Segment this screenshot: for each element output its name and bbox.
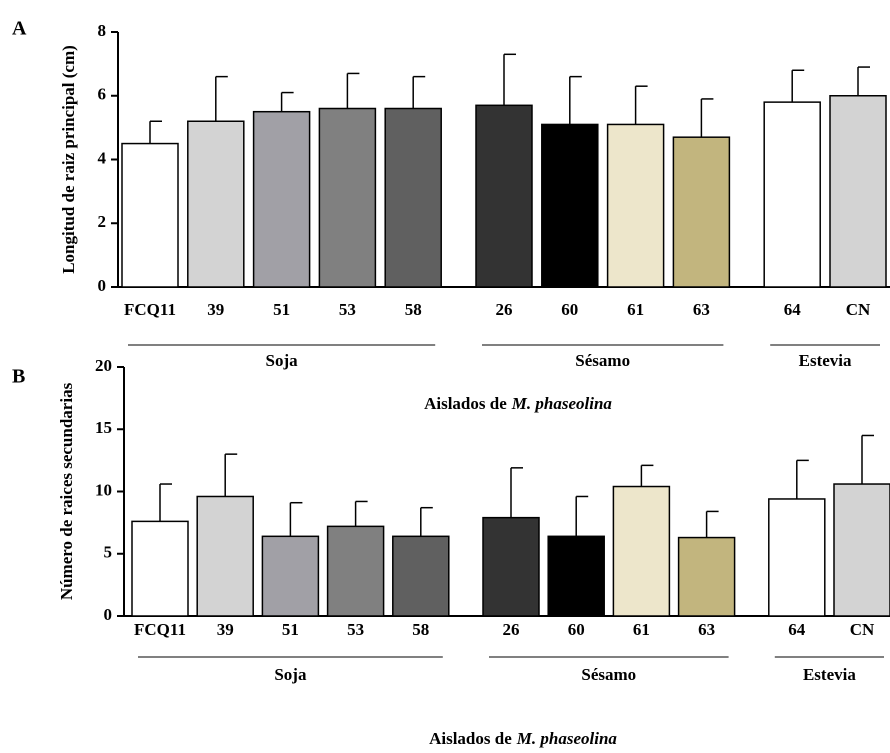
x-tick-label: 51 (282, 620, 299, 639)
x-axis-label-text: Aislados de (429, 729, 512, 748)
y-tick-label: 2 (98, 212, 107, 231)
group-label: Estevia (799, 351, 852, 370)
bar (612, 485, 671, 617)
x-tick-label: 39 (207, 300, 224, 319)
x-tick-label: 26 (496, 300, 513, 319)
y-axis-label: Longitud de raiz principal (cm) (59, 45, 78, 274)
y-axis-label: Número de raices secundarias (57, 382, 76, 600)
y-tick-label: 6 (98, 85, 107, 104)
x-tick-label: CN (846, 300, 871, 319)
x-tick-label: 61 (633, 620, 650, 639)
y-tick-label: 0 (98, 276, 107, 295)
x-tick-label: FCQ11 (134, 620, 186, 639)
panel-letter: B (12, 366, 25, 388)
group-label: Estevia (803, 665, 856, 684)
x-axis-label: Aislados de M. phaseolina (424, 394, 612, 413)
bar (677, 536, 736, 617)
x-tick-label: 26 (503, 620, 520, 639)
bar (541, 123, 599, 288)
bar (763, 101, 821, 288)
x-tick-label: 58 (405, 300, 422, 319)
bar (121, 142, 179, 288)
bar (196, 495, 254, 617)
bar (187, 120, 245, 288)
x-axis-label-italic: M. phaseolina (516, 729, 618, 748)
bar (482, 516, 540, 617)
bar (829, 95, 887, 288)
group-label: Soja (274, 665, 307, 684)
bar (672, 136, 731, 288)
x-tick-label: 53 (339, 300, 356, 319)
x-tick-label: 63 (693, 300, 710, 319)
x-tick-label: 60 (568, 620, 585, 639)
x-axis-label-text: Aislados de (424, 394, 507, 413)
y-tick-label: 15 (95, 418, 112, 437)
bar (392, 535, 450, 617)
y-tick-label: 5 (104, 543, 113, 562)
y-tick-label: 20 (95, 356, 112, 375)
bar (318, 107, 377, 288)
x-tick-label: 64 (784, 300, 802, 319)
x-tick-label: 60 (561, 300, 578, 319)
x-tick-label: CN (850, 620, 875, 639)
bar (547, 535, 605, 617)
x-axis-label: Aislados de M. phaseolina (429, 729, 617, 748)
bar (252, 110, 311, 288)
group-label: Sésamo (581, 665, 636, 684)
panel-letter: A (12, 18, 27, 40)
x-tick-label: FCQ11 (124, 300, 176, 319)
bar (606, 123, 665, 288)
x-tick-label: 53 (347, 620, 364, 639)
x-axis-label-italic: M. phaseolina (511, 394, 613, 413)
x-tick-label: 39 (217, 620, 234, 639)
group-label: Soja (266, 351, 299, 370)
x-tick-label: 63 (698, 620, 715, 639)
bar (768, 498, 826, 617)
x-tick-label: 51 (273, 300, 290, 319)
y-tick-label: 10 (95, 480, 112, 499)
bar (131, 520, 189, 617)
x-tick-label: 61 (627, 300, 644, 319)
bar (384, 107, 442, 288)
x-tick-label: 64 (788, 620, 806, 639)
y-tick-label: 0 (104, 605, 113, 624)
y-tick-label: 4 (98, 148, 107, 167)
bar (833, 483, 890, 617)
bar (475, 104, 533, 288)
group-label: Sésamo (575, 351, 630, 370)
x-tick-label: 58 (412, 620, 429, 639)
bar (261, 535, 320, 617)
y-tick-label: 8 (98, 21, 107, 40)
bar (326, 525, 385, 617)
